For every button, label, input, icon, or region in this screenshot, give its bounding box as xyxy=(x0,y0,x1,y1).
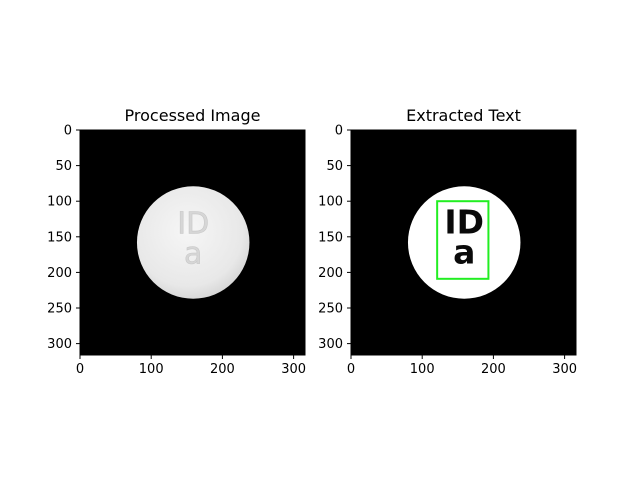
x-tick-label: 0 xyxy=(347,362,355,377)
x-tick-label: 200 xyxy=(210,362,235,377)
x-tick-label: 300 xyxy=(552,362,577,377)
y-tick-label: 200 xyxy=(47,266,72,281)
x-tick-label: 200 xyxy=(481,362,506,377)
y-tick-label: 200 xyxy=(318,266,343,281)
y-tick-label: 300 xyxy=(318,337,343,352)
y-tick-label: 150 xyxy=(47,230,72,245)
imprint-line: a xyxy=(453,233,475,272)
y-tick-label: 0 xyxy=(335,124,343,139)
y-tick-label: 50 xyxy=(55,159,72,174)
y-tick-label: 100 xyxy=(318,195,343,210)
y-tick-label: 250 xyxy=(318,302,343,317)
panel-extracted-text: Extracted Text IDa 0 100 200 300 0501001502… xyxy=(318,106,577,377)
x-tick-label: 0 xyxy=(76,362,84,377)
x-axis: 0 100 200 300 xyxy=(347,355,577,377)
y-axis: 0 50 100 150 200 250 300 xyxy=(47,124,80,353)
y-tick-label: 300 xyxy=(47,337,72,352)
x-tick-label: 300 xyxy=(281,362,306,377)
y-tick-label: 150 xyxy=(318,230,343,245)
x-axis: 0 100 200 300 xyxy=(76,355,306,377)
y-tick-label: 0 xyxy=(64,124,72,139)
x-tick-label: 100 xyxy=(139,362,164,377)
panel-processed-image: Processed Image IDa 0 100 200 300 050100150… xyxy=(47,106,306,377)
y-axis: 0 50 100 150 200 250 300 xyxy=(318,124,351,353)
panel-title: Extracted Text xyxy=(406,106,521,125)
y-tick-label: 100 xyxy=(47,195,72,210)
imprint-line: a xyxy=(184,237,202,272)
panel-title: Processed Image xyxy=(125,106,261,125)
y-tick-label: 50 xyxy=(326,159,343,174)
y-tick-label: 250 xyxy=(47,302,72,317)
x-tick-label: 100 xyxy=(410,362,435,377)
